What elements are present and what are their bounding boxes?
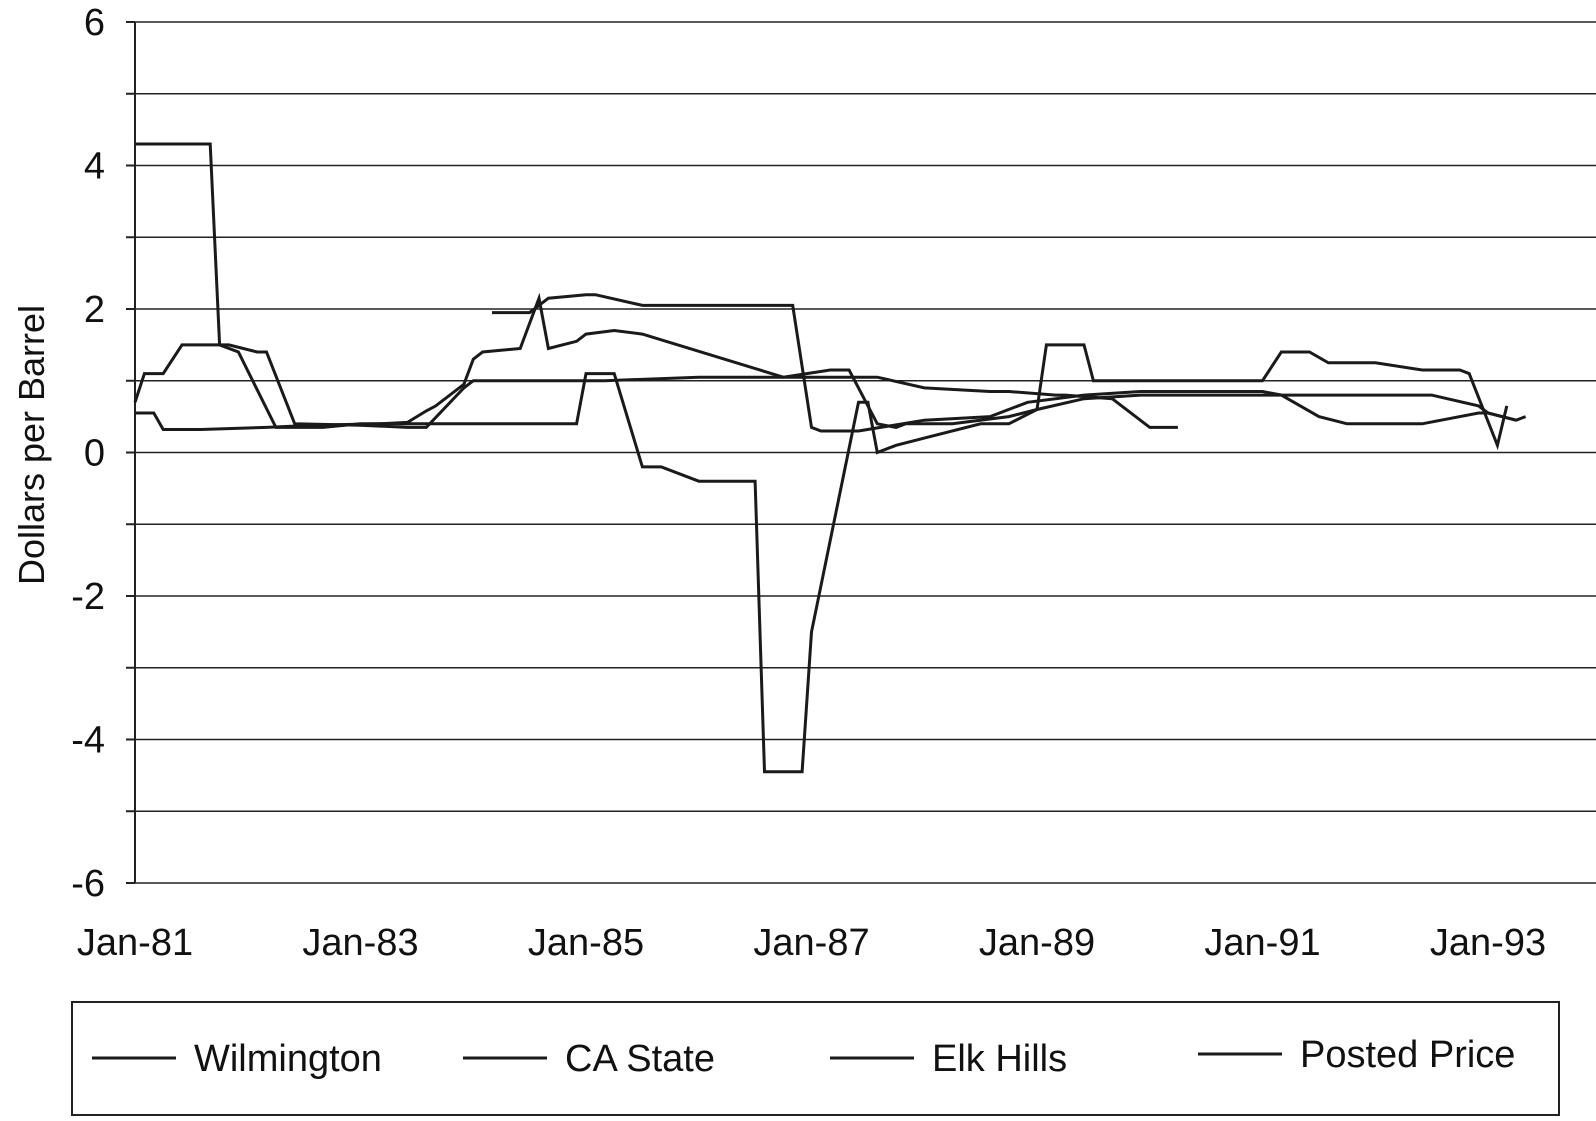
y-tick-label: 4	[84, 146, 105, 188]
legend: Wilmington CA State Elk Hills Posted Price	[71, 1001, 1560, 1116]
legend-label: CA State	[565, 1038, 715, 1080]
y-tick-label: 0	[84, 433, 105, 475]
x-tick-label: Jan-83	[302, 922, 418, 964]
series-line-elk-hills	[135, 142, 1509, 774]
x-tick-label: Jan-91	[1204, 922, 1320, 964]
tick-labels: 6 4 2 0 -2 -4 -6 Jan-81 Jan-83 Jan-85 Jan-87 Jan-89…	[71, 2, 1546, 964]
x-tick-label: Jan-81	[77, 922, 193, 964]
y-tick-label: -6	[71, 863, 105, 905]
legend-label: Wilmington	[194, 1038, 382, 1080]
y-tick-label: -2	[71, 576, 105, 618]
series-line-ca-state	[133, 343, 1178, 429]
y-tick-label: 2	[84, 289, 105, 331]
x-tick-label: Jan-87	[753, 922, 869, 964]
y-tick-label: 6	[84, 2, 105, 44]
axes	[126, 21, 136, 884]
legend-label: Elk Hills	[932, 1038, 1067, 1080]
y-axis-title: Dollars per Barrel	[11, 305, 52, 585]
legend-box	[71, 1001, 1560, 1116]
series-line-posted-price	[492, 293, 1527, 433]
legend-label: Posted Price	[1300, 1034, 1515, 1076]
x-tick-label: Jan-93	[1430, 922, 1546, 964]
series-lines	[133, 142, 1527, 774]
x-tick-label: Jan-89	[979, 922, 1095, 964]
x-tick-label: Jan-85	[528, 922, 644, 964]
y-tick-label: -4	[71, 720, 105, 762]
gridlines	[135, 21, 1596, 884]
